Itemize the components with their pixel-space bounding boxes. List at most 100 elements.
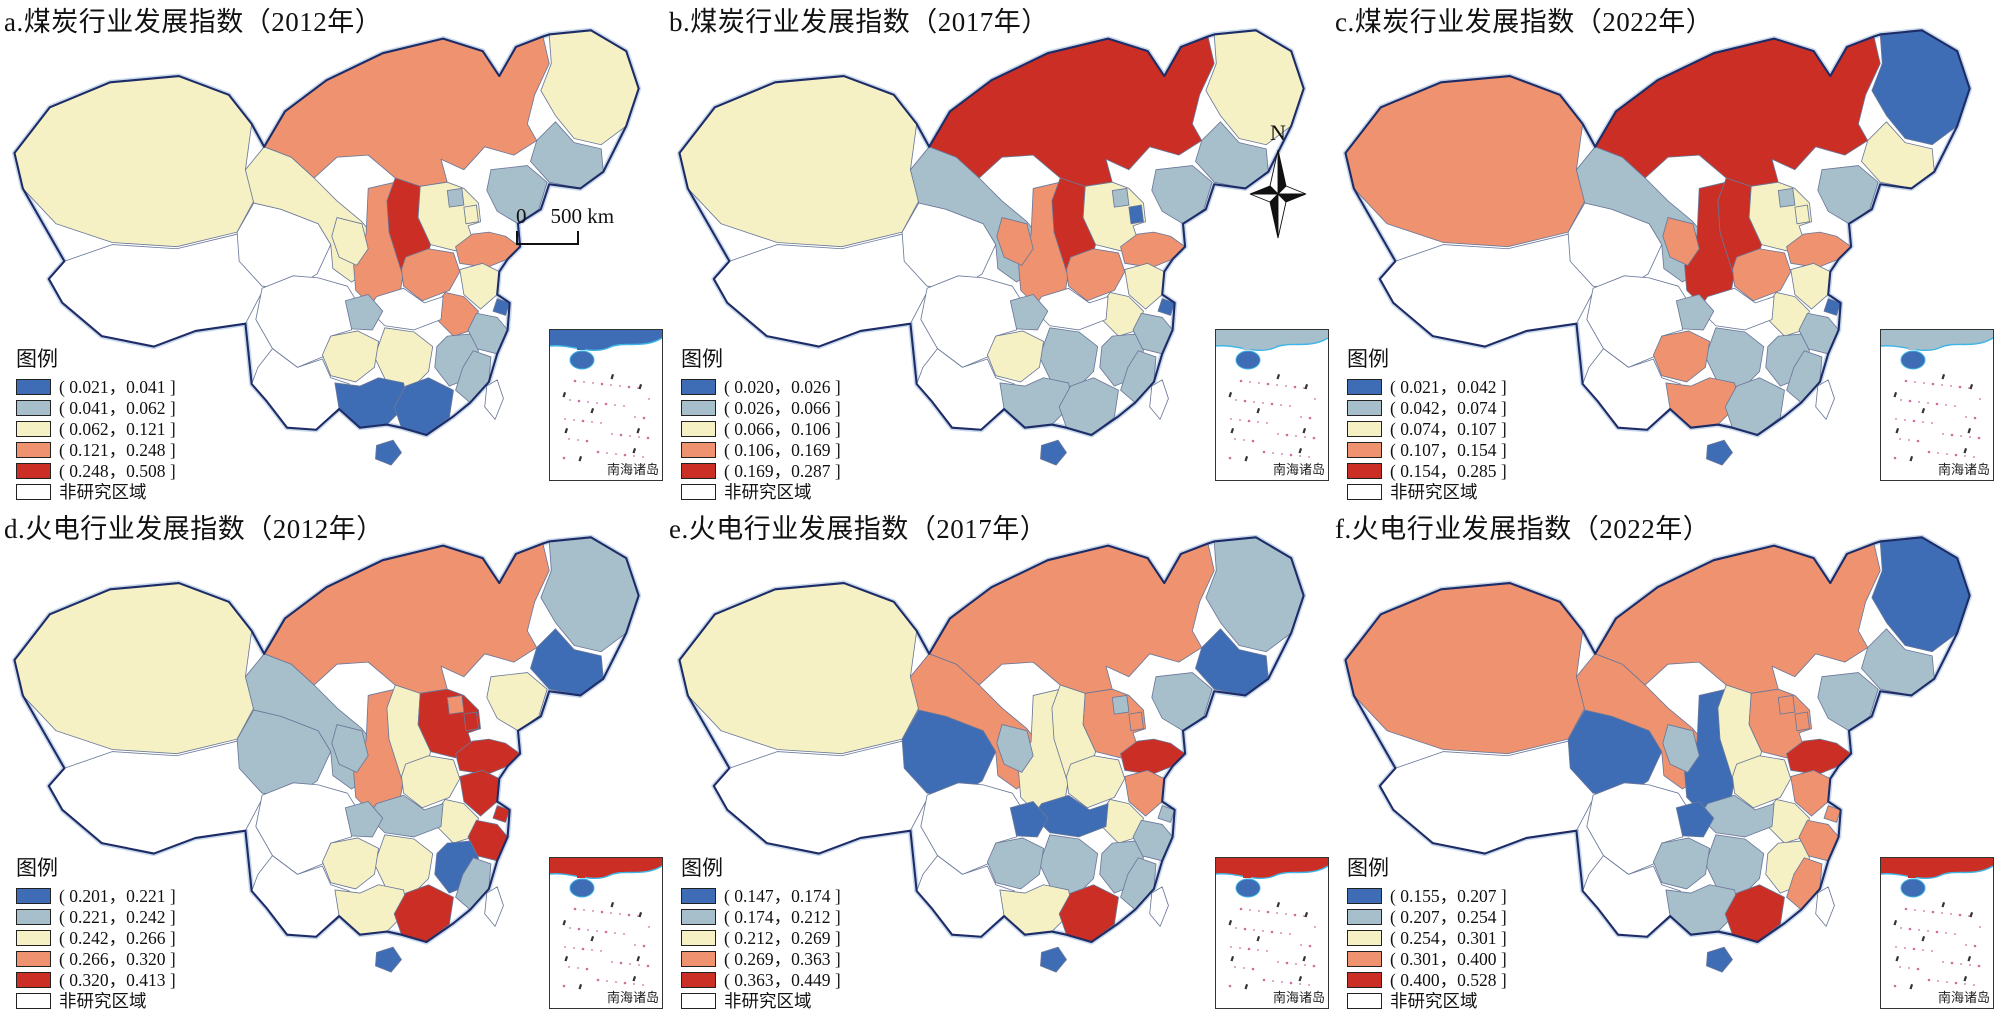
- legend-item: ( 0.174，0.212 ]: [681, 906, 841, 927]
- map-panel-f: f.火电行业发展指数（2022年） 图例 ( 0.155，0.207 ]( 0.…: [1331, 507, 1996, 1014]
- inset-island-dot: [600, 382, 604, 386]
- province-SC: [920, 782, 1024, 875]
- province-HN: [1705, 834, 1765, 896]
- inset-island-mark: [610, 374, 615, 380]
- inset-island-dot: [1299, 455, 1301, 457]
- map-legend: 图例 ( 0.020，0.026 ]( 0.026，0.066 ]( 0.066…: [681, 343, 841, 502]
- legend-range-label: ( 0.021，0.041 ]: [59, 377, 176, 397]
- inset-island-dot: [642, 456, 644, 458]
- inset-island-dot: [587, 401, 589, 403]
- scale-end: 500 km: [550, 204, 615, 228]
- inset-island-dot: [604, 402, 608, 406]
- inset-island-mark: [1909, 456, 1914, 462]
- inset-island-mark: [638, 384, 643, 390]
- legend-swatch: [16, 992, 51, 1009]
- inset-island-dot: [1276, 912, 1278, 914]
- inset-island-dot: [606, 980, 608, 982]
- inset-island-dot: [577, 439, 579, 441]
- legend-item: ( 0.207，0.254 ]: [1347, 906, 1507, 927]
- legend-swatch: [681, 420, 716, 437]
- legend-swatch: [681, 378, 716, 395]
- inset-island-dot: [1942, 961, 1944, 963]
- province-HA: [1732, 755, 1792, 809]
- inset-island-dot: [592, 910, 594, 912]
- inset-island-dot: [633, 455, 635, 457]
- province-HA: [401, 248, 461, 302]
- map-legend: 图例 ( 0.021，0.042 ]( 0.042，0.074 ]( 0.074…: [1347, 343, 1507, 502]
- inset-island-dot: [1266, 422, 1268, 424]
- legend-range-label: ( 0.320，0.413 ]: [59, 970, 176, 990]
- inset-island-dot: [1918, 401, 1920, 403]
- legend-range-label: ( 0.266，0.320 ]: [59, 949, 176, 969]
- inset-island-mark: [1921, 936, 1926, 942]
- province-SH: [1157, 298, 1176, 316]
- province-HE: [1082, 181, 1146, 252]
- legend-swatch: [1347, 483, 1382, 500]
- legend-swatch: [1347, 908, 1382, 925]
- inset-island-dot: [569, 399, 571, 401]
- legend-swatch: [681, 929, 716, 946]
- province-CQ: [1009, 801, 1049, 838]
- province-SH: [1157, 805, 1176, 823]
- inset-island-mark: [1302, 427, 1307, 434]
- legend-swatch: [16, 399, 51, 416]
- province-SC: [1586, 782, 1690, 875]
- inset-island-mark: [1893, 391, 1898, 398]
- inset-island-dot: [1270, 930, 1274, 934]
- legend-item-non-study: 非研究区域: [681, 990, 841, 1011]
- inset-island-dot: [634, 416, 636, 418]
- province-HA: [1066, 248, 1126, 302]
- inset-island-dot: [577, 399, 581, 403]
- inset-island-dot: [1923, 910, 1925, 912]
- province-NX: [1662, 724, 1700, 773]
- map-panel-c: c.煤炭行业发展指数（2022年） 图例 ( 0.021，0.042 ]( 0.…: [1331, 0, 1996, 507]
- legend-range-label: ( 0.066，0.106 ]: [724, 419, 841, 439]
- inset-island-mark: [1909, 984, 1914, 990]
- inset-island-dot: [1257, 421, 1259, 423]
- inset-coastline: [1881, 337, 1993, 352]
- scale-bar: 0 500 km: [516, 204, 646, 246]
- panel-title: b.煤炭行业发展指数（2017年）: [669, 7, 1049, 37]
- inset-island-dot: [1893, 456, 1897, 460]
- inset-island-dot: [1908, 967, 1910, 969]
- legend-heading: 图例: [16, 856, 58, 880]
- province-GZ: [322, 837, 380, 890]
- province-HN: [374, 834, 434, 896]
- inset-island-mark: [1244, 456, 1249, 462]
- inset-island-dot: [1964, 983, 1966, 985]
- inset-island-dot: [1285, 385, 1287, 387]
- inset-island-dot: [1281, 453, 1283, 455]
- inset-island-dot: [1904, 907, 1908, 911]
- inset-island-dot: [1262, 978, 1266, 982]
- inset-island-dot: [1895, 418, 1897, 420]
- province-HE: [417, 181, 481, 252]
- inset-island-mark: [562, 920, 567, 926]
- inset-island-dot: [1243, 967, 1245, 969]
- inset-coastline: [1881, 865, 1993, 880]
- inset-island-mark: [1941, 374, 1946, 380]
- province-SC: [1586, 275, 1690, 368]
- inset-island-dot: [1304, 436, 1306, 438]
- legend-swatch: [681, 462, 716, 479]
- inset-island-mark: [1298, 976, 1303, 982]
- legend-swatch: [16, 462, 51, 479]
- legend-item: ( 0.155，0.207 ]: [1347, 885, 1507, 906]
- inset-island-mark: [1298, 448, 1303, 454]
- inset-island-dot: [1945, 404, 1947, 406]
- inset-island-dot: [1958, 913, 1962, 917]
- inset-island-dot: [619, 433, 623, 437]
- south-china-sea-inset: 南海诸岛: [1215, 329, 1329, 481]
- legend-swatch: [16, 971, 51, 988]
- inset-island-dot: [1912, 947, 1916, 951]
- province-SH: [1823, 298, 1842, 316]
- inset-hainan-island: [1900, 878, 1926, 898]
- inset-map: [550, 858, 662, 990]
- inset-island-dot: [1258, 910, 1260, 912]
- legend-item-non-study: 非研究区域: [1347, 990, 1507, 1011]
- non-study-label: 非研究区域: [724, 482, 812, 502]
- inset-island-dot: [1954, 933, 1956, 935]
- legend-rows: ( 0.020，0.026 ]( 0.026，0.066 ]( 0.066，0.…: [681, 376, 841, 502]
- inset-island-dot: [583, 381, 585, 383]
- province-GZ: [987, 330, 1045, 383]
- inset-island-mark: [1304, 384, 1309, 390]
